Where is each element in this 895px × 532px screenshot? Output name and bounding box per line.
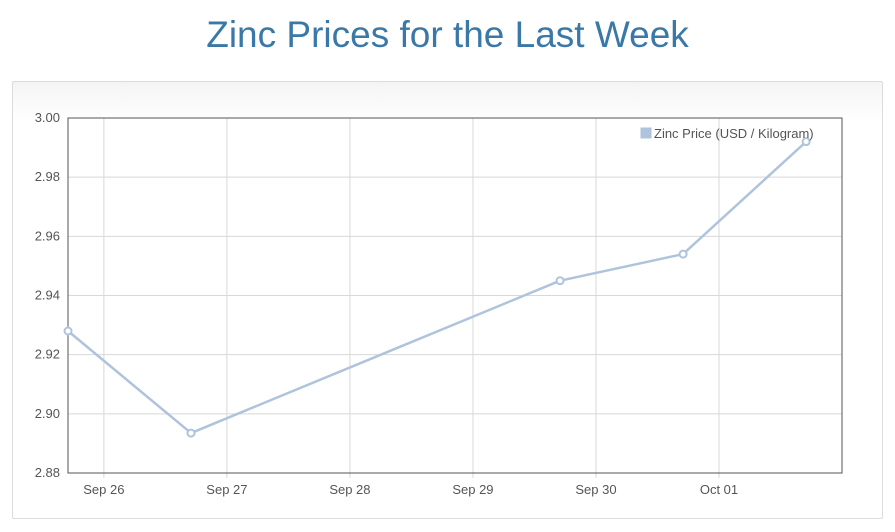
x-tick-label: Sep 29: [452, 482, 493, 497]
x-tick-label: Sep 26: [83, 482, 124, 497]
plot-frame: [67, 117, 843, 474]
y-tick-label: 2.90: [35, 406, 60, 421]
legend: Zinc Price (USD / Kilogram): [639, 126, 814, 141]
x-tick-label: Sep 27: [206, 482, 247, 497]
x-tick-label: Sep 30: [575, 482, 616, 497]
y-tick-label: 3.00: [35, 110, 60, 125]
legend-swatch: [639, 126, 653, 140]
series-line: [67, 140, 807, 435]
data-point: [801, 137, 811, 147]
page-title: Zinc Prices for the Last Week: [206, 14, 689, 55]
data-point: [186, 428, 196, 438]
y-tick-label: 2.96: [35, 228, 60, 243]
data-point: [63, 326, 73, 336]
series-layer: [63, 137, 811, 438]
chart-panel: 2.88 2.90 2.92 2.94 2.96 2.98 3.00 Sep 26 Sep 27…: [12, 81, 883, 519]
data-point: [678, 249, 688, 259]
x-tick-label: Oct 01: [700, 482, 738, 497]
y-tick-label: 2.92: [35, 347, 60, 362]
y-tick-label: 2.98: [35, 169, 60, 184]
legend-label: Zinc Price (USD / Kilogram): [654, 126, 814, 141]
grid-lines: [68, 117, 842, 474]
data-point: [555, 276, 565, 286]
axes: 2.88 2.90 2.92 2.94 2.96 2.98 3.00 Sep 26 Sep 27…: [35, 110, 843, 497]
y-tick-label: 2.94: [35, 288, 60, 303]
line-chart: 2.88 2.90 2.92 2.94 2.96 2.98 3.00 Sep 26 Sep 27…: [35, 110, 843, 497]
y-tick-label: 2.88: [35, 465, 60, 480]
x-tick-label: Sep 28: [329, 482, 370, 497]
